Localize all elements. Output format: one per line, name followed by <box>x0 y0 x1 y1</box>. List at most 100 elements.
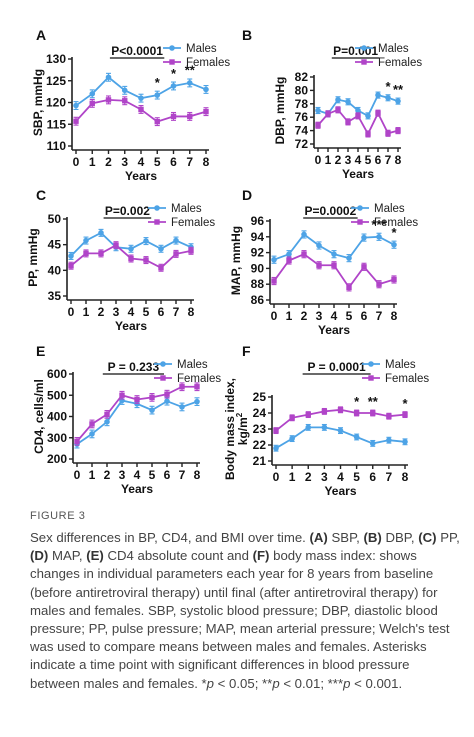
males-point <box>315 107 321 114</box>
y-tick-label: 78 <box>295 97 309 111</box>
x-tick-label: 8 <box>188 305 195 319</box>
p-value-label: P=0.002 <box>105 204 150 218</box>
females-point <box>331 262 337 268</box>
females-point <box>89 421 95 427</box>
males-point <box>331 251 337 257</box>
females-point <box>68 263 74 269</box>
x-axis-title: Years <box>318 323 350 337</box>
females-line <box>273 253 395 289</box>
x-tick-label: 7 <box>179 468 186 482</box>
females-point <box>138 106 144 113</box>
males-point <box>154 205 160 211</box>
males-point <box>105 74 112 81</box>
females-point <box>143 257 149 263</box>
significance-stars: * <box>171 66 177 81</box>
females-point <box>73 118 79 124</box>
x-axis-title: Years <box>125 169 157 183</box>
legend-label: Males <box>186 43 217 55</box>
males-point <box>357 205 363 211</box>
x-tick-label: 8 <box>203 155 210 169</box>
legend-label: Females <box>171 217 215 229</box>
males-point <box>402 439 408 445</box>
y-tick-label: 125 <box>46 74 66 88</box>
caption-part: p <box>343 675 351 691</box>
males-point <box>368 361 374 367</box>
caption-part: < 0.001. <box>350 675 403 691</box>
y-axis-title: Body mass index, <box>223 378 237 480</box>
x-tick-label: 2 <box>98 305 105 319</box>
panel-label: E <box>36 343 45 359</box>
x-tick-label: 4 <box>331 309 338 323</box>
males-point <box>203 86 209 93</box>
females-point <box>119 392 125 398</box>
caption-details: (A) SBP, (B) DBP, (C) PP, (D) MAP, (E) C… <box>30 530 460 691</box>
caption-part: p <box>272 675 280 691</box>
males-point <box>385 94 391 101</box>
x-tick-label: 1 <box>83 305 90 319</box>
x-tick-label: 5 <box>154 155 161 169</box>
y-tick-label: 200 <box>47 452 67 466</box>
caption-lead: Sex differences in BP, CD4, and BMI over… <box>30 530 310 545</box>
y-tick-label: 300 <box>47 431 67 445</box>
x-tick-label: 6 <box>170 155 177 169</box>
caption-part: < 0.01; *** <box>279 675 344 691</box>
females-point <box>346 284 352 291</box>
y-tick-label: 74 <box>295 124 309 138</box>
males-point <box>365 113 371 119</box>
x-tick-label: 4 <box>138 155 145 169</box>
x-tick-label: 0 <box>74 468 81 482</box>
females-point <box>158 265 164 271</box>
females-point <box>154 118 160 125</box>
males-point <box>143 238 149 244</box>
significance-stars: * <box>402 396 408 411</box>
p-value-label: P=0.0002 <box>305 204 357 218</box>
y-tick-label: 82 <box>295 70 309 84</box>
females-point <box>74 438 80 445</box>
males-point <box>169 45 175 51</box>
males-point <box>170 83 177 89</box>
x-tick-label: 3 <box>121 155 128 169</box>
females-point <box>83 250 89 257</box>
x-tick-label: 0 <box>315 153 322 167</box>
females-point <box>179 384 185 390</box>
females-point <box>315 122 321 128</box>
x-tick-label: 1 <box>289 470 296 484</box>
y-tick-label: 600 <box>47 367 67 381</box>
significance-stars: * <box>155 75 161 90</box>
females-point <box>286 257 292 264</box>
x-tick-label: 6 <box>361 309 368 323</box>
females-point <box>305 411 311 418</box>
caption-part: CD4 absolute count and <box>103 548 253 564</box>
x-tick-label: 0 <box>73 155 80 169</box>
males-point <box>271 256 277 263</box>
males-point <box>89 431 95 437</box>
males-point <box>186 80 193 86</box>
x-tick-label: 2 <box>335 153 342 167</box>
females-point <box>386 413 392 419</box>
x-tick-label: 3 <box>119 468 126 482</box>
x-tick-label: 2 <box>305 470 312 484</box>
x-tick-label: 0 <box>271 309 278 323</box>
x-tick-label: 0 <box>273 470 280 484</box>
y-tick-label: 24 <box>253 406 267 420</box>
caption-part: (C) <box>418 530 437 545</box>
x-tick-label: 3 <box>345 153 352 167</box>
y-tick-label: 72 <box>295 137 309 151</box>
x-tick-label: 5 <box>353 470 360 484</box>
females-point <box>345 119 351 125</box>
caption-part: p <box>206 675 215 691</box>
p-value-label: P = 0.233 <box>108 360 160 374</box>
x-tick-label: 2 <box>104 468 111 482</box>
significance-stars: * <box>385 79 391 94</box>
y-tick-label: 90 <box>251 261 265 275</box>
males-point <box>305 424 312 431</box>
females-line <box>76 385 197 442</box>
females-point <box>154 219 160 225</box>
x-axis-title: Years <box>324 484 356 498</box>
females-point <box>370 410 376 416</box>
females-point <box>89 100 95 107</box>
y-tick-label: 88 <box>251 277 265 291</box>
females-point <box>355 113 361 119</box>
females-point <box>160 375 166 381</box>
caption-part: SBP, <box>327 530 364 545</box>
